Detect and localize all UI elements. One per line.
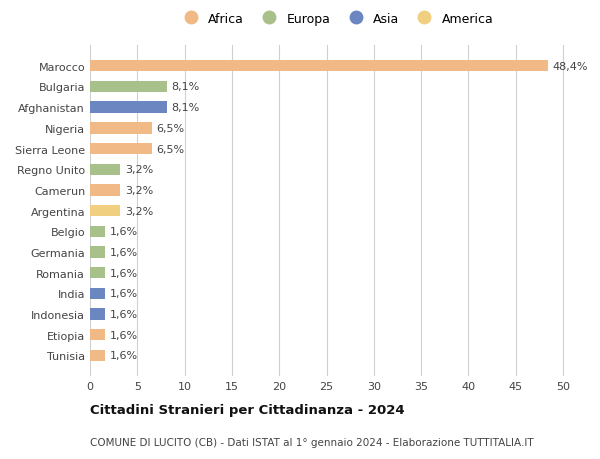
Legend: Africa, Europa, Asia, America: Africa, Europa, Asia, America — [178, 12, 494, 25]
Bar — [90, 82, 167, 93]
Text: 8,1%: 8,1% — [172, 103, 200, 113]
Bar — [90, 350, 105, 361]
Bar — [90, 247, 105, 258]
Bar — [90, 226, 105, 237]
Bar — [90, 123, 151, 134]
Text: 1,6%: 1,6% — [110, 227, 138, 237]
Text: 3,2%: 3,2% — [125, 185, 153, 196]
Text: 1,6%: 1,6% — [110, 330, 138, 340]
Text: 3,2%: 3,2% — [125, 165, 153, 175]
Bar — [90, 164, 120, 175]
Bar — [90, 206, 120, 217]
Bar — [90, 309, 105, 320]
Text: 1,6%: 1,6% — [110, 309, 138, 319]
Bar — [90, 61, 548, 72]
Bar — [90, 268, 105, 279]
Bar — [90, 144, 151, 155]
Bar — [90, 330, 105, 341]
Text: 1,6%: 1,6% — [110, 289, 138, 299]
Text: 1,6%: 1,6% — [110, 268, 138, 278]
Text: 3,2%: 3,2% — [125, 206, 153, 216]
Text: 6,5%: 6,5% — [156, 144, 184, 154]
Bar — [90, 185, 120, 196]
Text: 48,4%: 48,4% — [553, 62, 588, 72]
Text: 1,6%: 1,6% — [110, 247, 138, 257]
Text: Cittadini Stranieri per Cittadinanza - 2024: Cittadini Stranieri per Cittadinanza - 2… — [90, 403, 404, 416]
Bar — [90, 288, 105, 299]
Text: 1,6%: 1,6% — [110, 351, 138, 361]
Text: 8,1%: 8,1% — [172, 82, 200, 92]
Text: COMUNE DI LUCITO (CB) - Dati ISTAT al 1° gennaio 2024 - Elaborazione TUTTITALIA.: COMUNE DI LUCITO (CB) - Dati ISTAT al 1°… — [90, 437, 533, 447]
Bar — [90, 102, 167, 113]
Text: 6,5%: 6,5% — [156, 123, 184, 134]
